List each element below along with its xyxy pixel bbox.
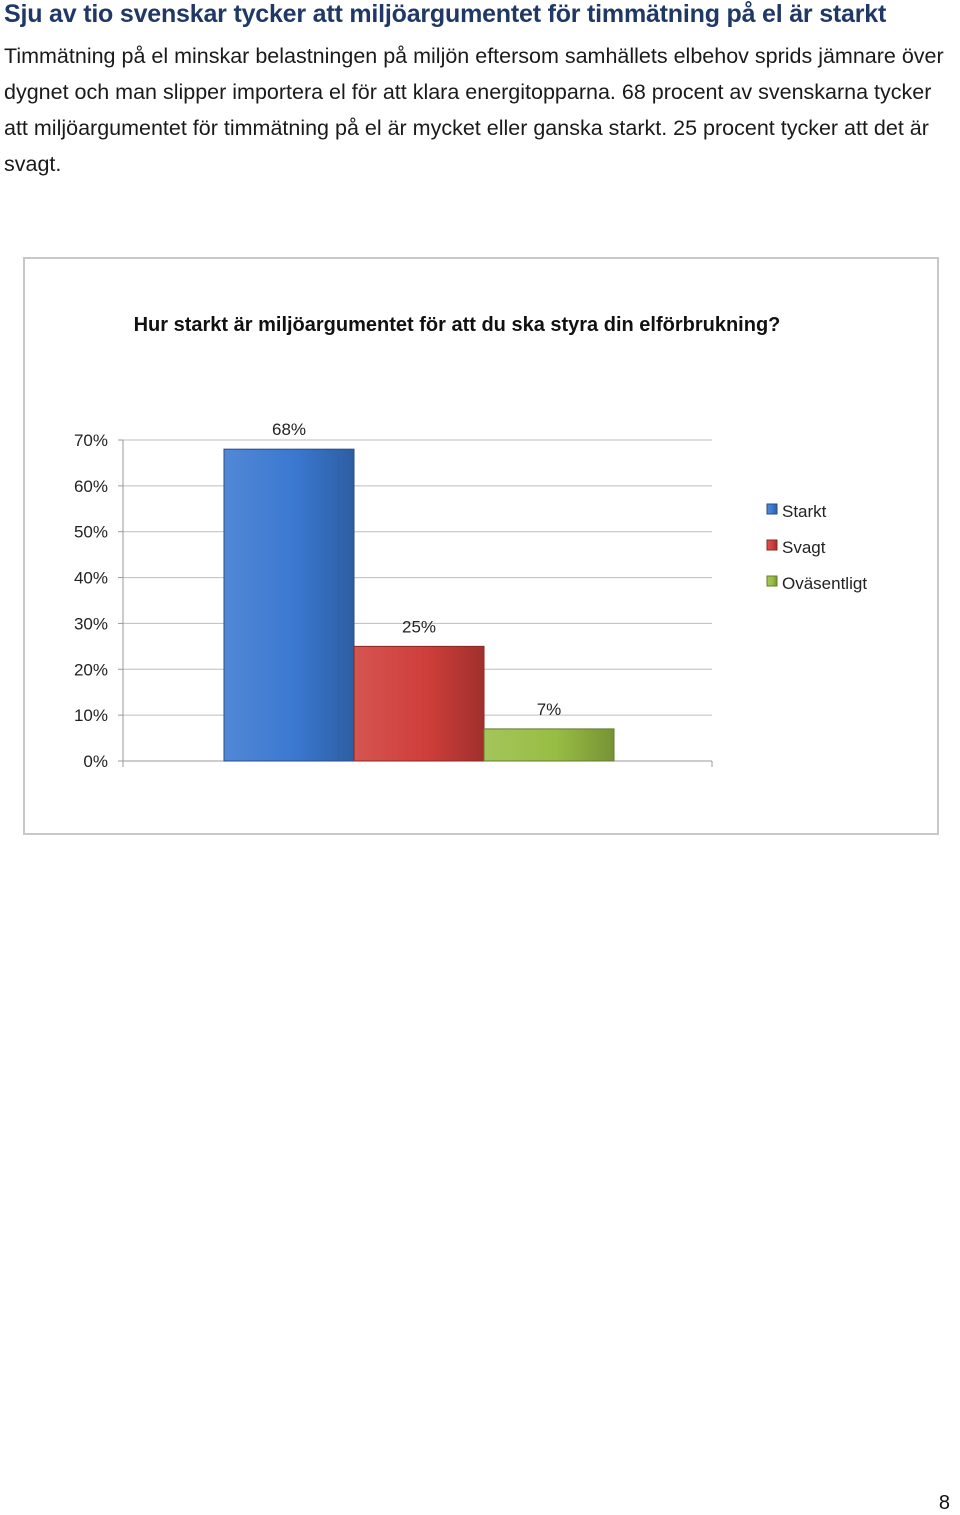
data-label: 68% xyxy=(272,420,306,439)
bar-svagt xyxy=(353,645,485,762)
data-labels: 68% 25% 7% xyxy=(272,420,561,719)
chart-title: Hur starkt är miljöargumentet för att du… xyxy=(133,314,781,336)
y-tick-label: 0% xyxy=(83,752,108,771)
page-number: 8 xyxy=(938,1492,950,1514)
data-label: 25% xyxy=(402,617,436,636)
y-tick-label: 60% xyxy=(74,477,108,496)
y-tick-label: 40% xyxy=(74,569,108,588)
legend-label: Oväsentligt xyxy=(782,574,867,593)
legend-label: Starkt xyxy=(782,502,827,521)
y-tick-label: 20% xyxy=(74,660,108,679)
legend-swatch xyxy=(766,539,778,551)
legend-swatch xyxy=(766,575,778,587)
body-paragraph: Timmätning på el minskar belastningen på… xyxy=(4,44,944,176)
y-tick-label: 10% xyxy=(74,706,108,725)
y-tick-label: 50% xyxy=(74,523,108,542)
bar-starkt xyxy=(223,448,355,762)
y-tick-label: 30% xyxy=(74,614,108,633)
legend: Starkt Svagt Oväsentligt xyxy=(766,502,867,593)
data-label: 7% xyxy=(537,700,562,719)
legend-swatch xyxy=(766,503,778,515)
bar-oväsentligt xyxy=(483,728,615,762)
legend-label: Svagt xyxy=(782,538,826,557)
page-heading: Sju av tio svenskar tycker att miljöargu… xyxy=(4,0,887,28)
bars xyxy=(223,448,615,762)
y-axis: 0% 10% 20% 30% 40% 50% 60% 70% xyxy=(74,431,713,771)
y-tick-label: 70% xyxy=(74,431,108,450)
